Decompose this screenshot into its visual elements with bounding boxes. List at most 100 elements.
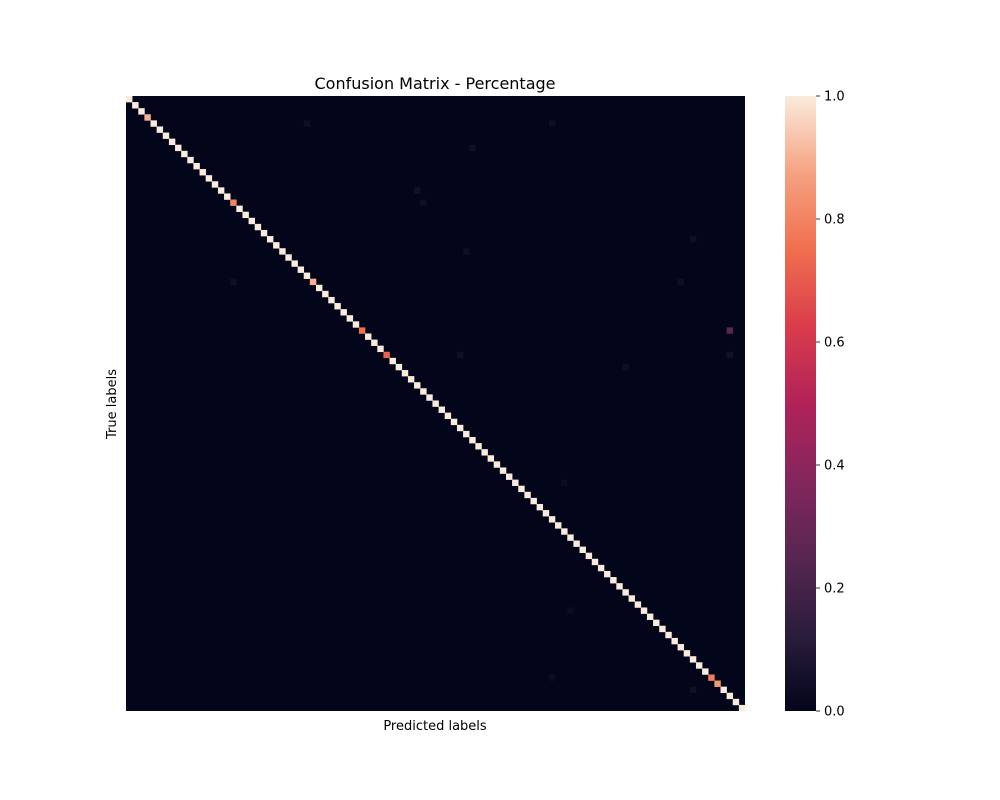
colorbar-tick-label: 1.0 — [824, 90, 845, 105]
heatmap-cell-diagonal — [628, 595, 635, 602]
x-axis-label: Predicted labels — [383, 719, 487, 734]
heatmap-cell-off-diagonal — [726, 327, 734, 334]
heatmap-cell-diagonal — [720, 686, 727, 694]
heatmap-cell-diagonal — [732, 698, 740, 706]
heatmap-cell-diagonal — [150, 120, 157, 127]
heatmap-cell-diagonal — [340, 309, 347, 316]
heatmap-cell-off-diagonal — [303, 120, 311, 127]
heatmap-cell-off-diagonal — [463, 248, 470, 255]
heatmap-cell-diagonal — [456, 424, 464, 432]
heatmap-cell-diagonal — [683, 650, 691, 657]
heatmap-cell-diagonal — [469, 436, 476, 444]
heatmap-cell-diagonal — [273, 242, 280, 249]
heatmap-cell-diagonal — [591, 558, 599, 566]
heatmap-cell-diagonal — [463, 430, 470, 438]
heatmap-cell-diagonal — [328, 296, 335, 304]
heatmap-cell-diagonal — [499, 467, 507, 474]
heatmap-cell-diagonal — [407, 376, 415, 383]
heatmap-cell-diagonal — [585, 552, 593, 560]
heatmap-cell-diagonal — [573, 540, 580, 547]
heatmap-cell-diagonal — [475, 443, 482, 450]
heatmap — [126, 96, 746, 712]
heatmap-cell-diagonal — [346, 315, 354, 322]
heatmap-cell-diagonal — [358, 327, 366, 334]
heatmap-cell-diagonal — [365, 333, 372, 340]
heatmap-cell-diagonal — [248, 217, 255, 225]
heatmap-cell-diagonal — [236, 205, 243, 212]
heatmap-cell-diagonal — [132, 102, 139, 109]
heatmap-cell-diagonal — [604, 570, 611, 578]
heatmap-cell-diagonal — [395, 363, 403, 371]
heatmap-cell-diagonal — [524, 491, 531, 499]
heatmap-cell-diagonal — [646, 613, 654, 620]
heatmap-cell-diagonal — [493, 461, 501, 468]
colorbar-tick-label: 0.0 — [824, 705, 845, 720]
heatmap-cell-diagonal — [481, 449, 488, 456]
colorbar-tick-label: 0.8 — [824, 213, 845, 228]
colorbar-ticks: 0.0 0.2 0.4 0.6 0.8 1.0 — [816, 90, 845, 720]
heatmap-cell-diagonal — [181, 150, 188, 158]
heatmap-cell-diagonal — [285, 254, 292, 261]
heatmap-cell-off-diagonal — [469, 144, 476, 152]
heatmap-cell-diagonal — [653, 619, 660, 627]
heatmap-cell-diagonal — [677, 644, 685, 651]
heatmap-cell-diagonal — [726, 692, 734, 700]
heatmap-cell-diagonal — [383, 351, 390, 359]
heatmap-cell-diagonal — [426, 394, 433, 401]
heatmap-cell-diagonal — [414, 382, 421, 389]
heatmap-cell-diagonal — [322, 290, 329, 298]
heatmap-cell-diagonal — [616, 583, 623, 590]
heatmap-cell-diagonal — [126, 96, 133, 103]
heatmap-cell-diagonal — [144, 114, 151, 121]
heatmap-cell-diagonal — [555, 522, 562, 529]
heatmap-cell-off-diagonal — [548, 674, 556, 681]
heatmap-cell-off-diagonal — [567, 607, 574, 614]
heatmap-cell-off-diagonal — [689, 686, 697, 694]
heatmap-cell-diagonal — [279, 248, 286, 255]
heatmap-cell-diagonal — [211, 181, 219, 188]
heatmap-cell-diagonal — [450, 418, 458, 426]
heatmap-cell-diagonal — [254, 223, 262, 231]
heatmap-cell-diagonal — [536, 503, 544, 511]
heatmap-cell-diagonal — [230, 199, 237, 206]
heatmap-cell-diagonal — [634, 601, 642, 608]
heatmap-cell-diagonal — [352, 321, 360, 328]
heatmap-cell-diagonal — [579, 546, 586, 553]
y-axis-label: True labels — [105, 369, 120, 440]
heatmap-cell-diagonal — [610, 577, 617, 584]
heatmap-cell-diagonal — [291, 260, 298, 267]
heatmap-cell-off-diagonal — [456, 351, 464, 359]
heatmap-cell-diagonal — [714, 680, 721, 687]
heatmap-cell-diagonal — [548, 516, 556, 523]
heatmap-cell-diagonal — [702, 668, 709, 675]
heatmap-cell-diagonal — [217, 187, 225, 194]
heatmap-cell-diagonal — [671, 637, 678, 645]
heatmap-cell-diagonal — [205, 175, 213, 182]
heatmap-cell-diagonal — [561, 528, 568, 535]
heatmap-cell-off-diagonal — [548, 120, 556, 127]
heatmap-cell-diagonal — [530, 497, 537, 505]
heatmap-cell-off-diagonal — [414, 187, 421, 194]
heatmap-cell-diagonal — [665, 631, 672, 639]
heatmap-cell-diagonal — [297, 266, 305, 273]
heatmap-cell-diagonal — [438, 406, 445, 413]
chart-title: Confusion Matrix - Percentage — [315, 74, 556, 93]
heatmap-cell-diagonal — [199, 169, 206, 176]
heatmap-cell-diagonal — [505, 473, 513, 480]
heatmap-cell-off-diagonal — [622, 363, 629, 371]
colorbar-tick-label: 0.6 — [824, 336, 845, 351]
heatmap-cell-diagonal — [640, 607, 648, 614]
heatmap-cell-diagonal — [168, 138, 176, 146]
heatmap-cell-diagonal — [622, 589, 629, 596]
colorbar-tick-label: 0.2 — [824, 582, 845, 597]
heatmap-cell-diagonal — [156, 126, 164, 133]
heatmap-cell-diagonal — [193, 162, 200, 170]
heatmap-cell-diagonal — [260, 229, 268, 237]
heatmap-cell-diagonal — [162, 132, 170, 139]
heatmap-cell-off-diagonal — [230, 278, 237, 286]
heatmap-cell-diagonal — [224, 193, 231, 200]
heatmap-cell-diagonal — [401, 370, 409, 377]
heatmap-cell-diagonal — [597, 564, 605, 572]
heatmap-cell-off-diagonal — [561, 479, 568, 486]
